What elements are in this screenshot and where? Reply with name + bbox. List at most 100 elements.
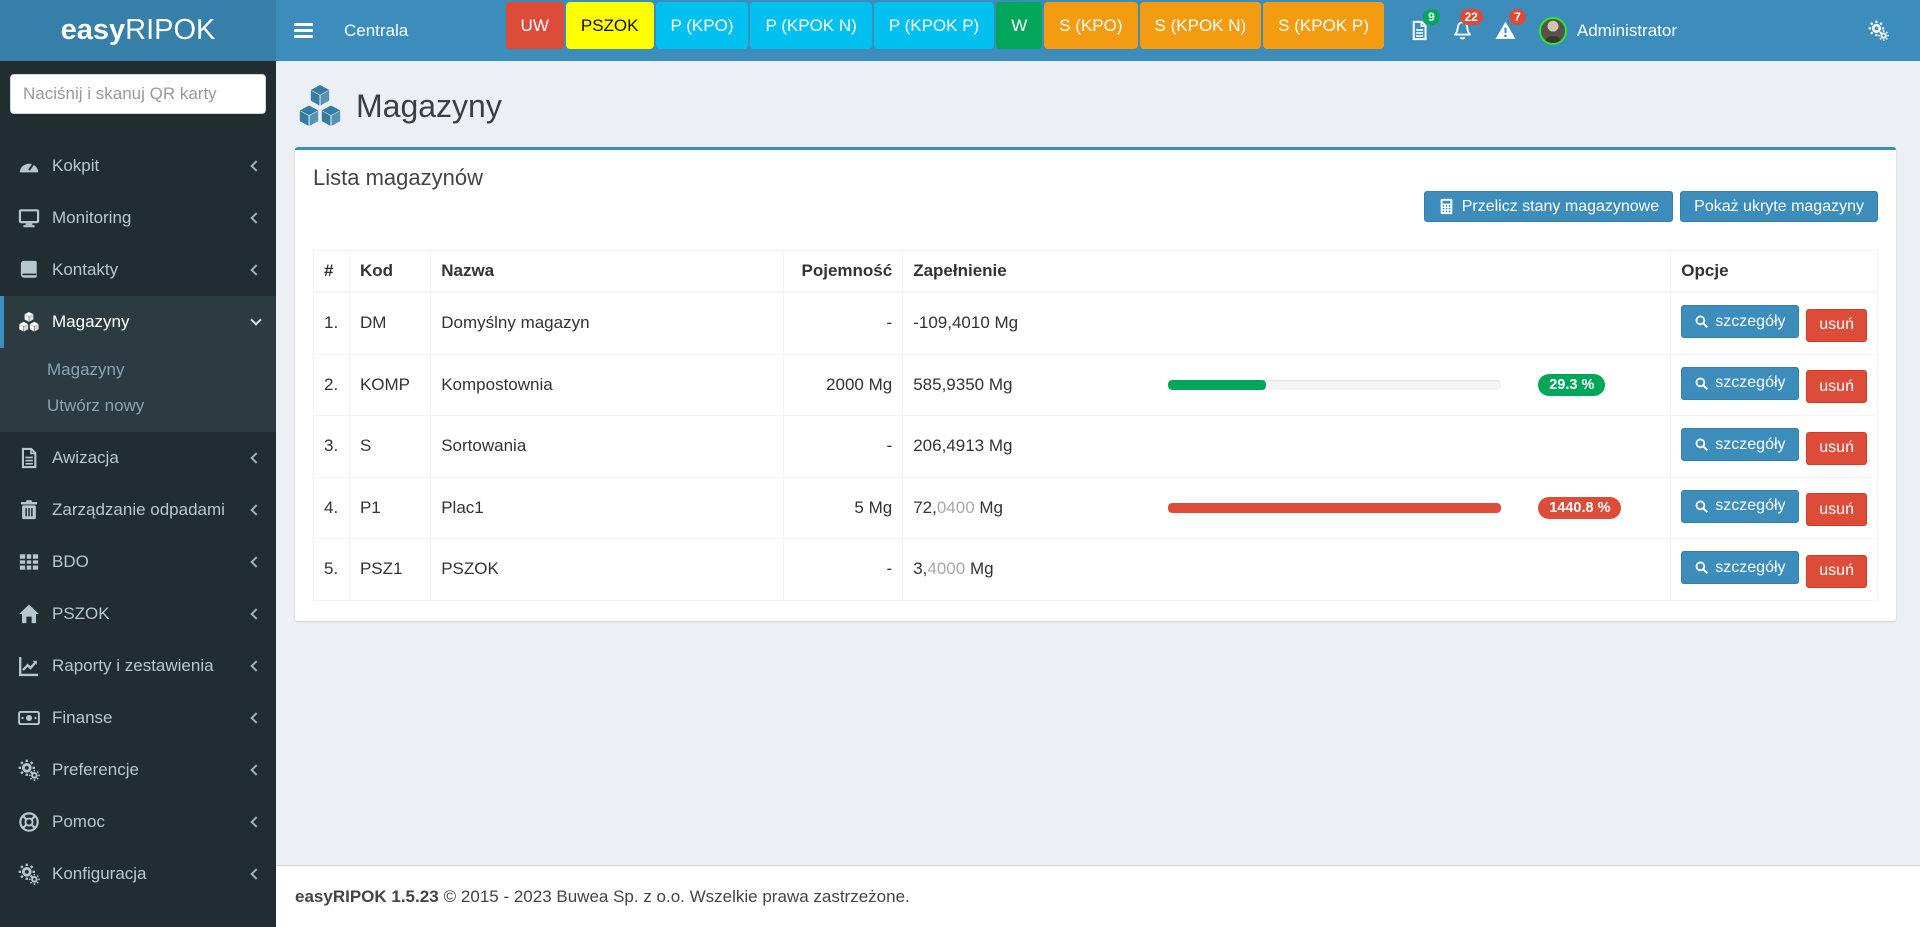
sidebar-item-kokpit[interactable]: Kokpit: [0, 140, 276, 192]
money-icon: [18, 707, 40, 729]
col-header-fill: Zapełnienie: [902, 250, 1672, 293]
warehouse-name: Plac1: [430, 476, 784, 539]
brand-logo[interactable]: easy RIPOK: [0, 0, 276, 61]
fill-value: 72,0400 Mg: [913, 497, 1004, 517]
tab-pszok[interactable]: PSZOK: [565, 2, 654, 49]
chevron-left-icon: [250, 160, 262, 172]
sidebar-item-raporty-i-zestawienia[interactable]: Raporty i zestawienia: [0, 640, 276, 692]
file-text-icon: [18, 447, 40, 469]
tab-uw[interactable]: UW: [505, 2, 564, 49]
sidebar-item-preferencje[interactable]: Preferencje: [0, 744, 276, 796]
warehouse-table: # Kod Nazwa Pojemność Zapełnienie Opcje …: [313, 250, 1878, 601]
tab-s-kpok-n[interactable]: S (KPOK N): [1139, 2, 1262, 49]
warehouse-name: PSZOK: [430, 538, 784, 601]
navbar-main: Centrala UW PSZOK P (KPO) P (KPOK N) P (KPOK…: [276, 0, 1920, 61]
details-button[interactable]: szczegóły: [1681, 305, 1799, 338]
delete-button[interactable]: usuń: [1806, 493, 1867, 526]
sidebar-item-magazyny[interactable]: Magazyny: [0, 296, 276, 348]
tab-s-kpo[interactable]: S (KPO): [1044, 2, 1138, 49]
sidebar-item-monitoring[interactable]: Monitoring: [0, 192, 276, 244]
chevron-left-icon: [250, 816, 262, 828]
sidebar-item-bdo[interactable]: BDO: [0, 536, 276, 588]
chevron-down-icon: [250, 314, 262, 326]
chevron-left-icon: [250, 660, 262, 672]
settings-button[interactable]: [1857, 0, 1900, 61]
warehouse-capacity: -: [782, 291, 904, 355]
tachometer-icon: [18, 155, 40, 177]
user-menu[interactable]: Administrator: [1527, 16, 1689, 45]
chevron-left-icon: [250, 556, 262, 568]
details-button[interactable]: szczegóły: [1681, 551, 1799, 584]
tab-s-kpok-p[interactable]: S (KPOK P): [1263, 2, 1384, 49]
warning-notifications-button[interactable]: 7: [1484, 0, 1527, 61]
table-row: 5. PSZ1 PSZOK - 3,4000 Mg szczegóły usuń: [313, 538, 1878, 601]
calculator-icon: [1438, 198, 1455, 215]
sidebar-item-pomoc[interactable]: Pomoc: [0, 796, 276, 848]
trash-icon: [18, 499, 40, 521]
user-avatar: [1538, 16, 1567, 45]
desktop-icon: [18, 207, 40, 229]
col-header-name: Nazwa: [430, 250, 784, 293]
sidebar-item-konfiguracja[interactable]: Konfiguracja: [0, 848, 276, 900]
gears-icon: [18, 759, 40, 781]
sidebar-item-zarządzanie-odpadami[interactable]: Zarządzanie odpadami: [0, 484, 276, 536]
tab-p-kpo[interactable]: P (KPO): [655, 2, 749, 49]
fill-cell: 206,4913 Mg: [913, 436, 1660, 456]
context-tabs: UW PSZOK P (KPO) P (KPOK N) P (KPOK P) W S (KP…: [505, 0, 1384, 61]
warehouse-name: Kompostownia: [430, 353, 784, 416]
file-text-notifications-button[interactable]: 9: [1398, 0, 1441, 61]
capacity-percent-badge: 1440.8 %: [1538, 496, 1622, 519]
search-icon: [1694, 499, 1709, 514]
warehouse-capacity: 5 Mg: [782, 476, 904, 539]
chevron-left-icon: [250, 212, 262, 224]
chevron-left-icon: [250, 504, 262, 516]
chevron-left-icon: [250, 712, 262, 724]
delete-button[interactable]: usuń: [1806, 554, 1867, 588]
delete-button[interactable]: usuń: [1806, 308, 1867, 342]
user-name: Administrator: [1576, 20, 1677, 40]
fill-cell: 72,0400 Mg 1440.8 %: [913, 496, 1660, 519]
sidebar-item-kontakty[interactable]: Kontakty: [0, 244, 276, 296]
col-header-code: Kod: [348, 250, 432, 293]
delete-button[interactable]: usuń: [1806, 431, 1867, 465]
card-title: Lista magazynów: [313, 165, 483, 190]
card-header: Lista magazynów Przelicz stany magazynow…: [313, 150, 1878, 224]
search-icon: [1694, 376, 1709, 391]
show-hidden-warehouses-button[interactable]: Pokaż ukryte magazyny: [1680, 191, 1878, 222]
tab-p-kpok-n[interactable]: P (KPOK N): [750, 2, 872, 49]
brand-regular: RIPOK: [125, 14, 216, 46]
row-number: 5.: [313, 538, 350, 601]
qr-scan-input[interactable]: [10, 74, 266, 114]
sidebar-subitem-magazyny[interactable]: Magazyny: [47, 360, 125, 379]
warehouse-code: PSZ1: [348, 538, 432, 601]
details-button[interactable]: szczegóły: [1681, 428, 1799, 461]
home-icon: [18, 603, 40, 625]
tab-w[interactable]: W: [996, 2, 1043, 49]
life-ring-icon: [18, 811, 40, 833]
warehouse-code: KOMP: [348, 353, 432, 416]
table-row: 3. S Sortowania - 206,4913 Mg szczegóły …: [313, 415, 1878, 478]
capacity-progress-bar: [1168, 502, 1502, 513]
capacity-percent-badge: 29.3 %: [1538, 373, 1606, 396]
details-button[interactable]: szczegóły: [1681, 366, 1799, 400]
sidebar-item-finanse[interactable]: Finanse: [0, 692, 276, 744]
sidebar: KokpitMonitoringKontaktyMagazynyMagazyny…: [0, 61, 276, 927]
sidebar-toggle-button[interactable]: [276, 0, 330, 61]
warehouse-code: DM: [348, 291, 432, 355]
recalculate-stocks-button[interactable]: Przelicz stany magazynowe: [1423, 191, 1674, 222]
row-number: 3.: [313, 415, 350, 478]
sidebar-item-awizacja[interactable]: Awizacja: [0, 432, 276, 484]
sidebar-item-pszok[interactable]: PSZOK: [0, 588, 276, 640]
tab-p-kpok-p[interactable]: P (KPOK P): [873, 2, 995, 49]
sidebar-subitem-utwórz-nowy[interactable]: Utwórz nowy: [47, 396, 145, 415]
footer: easyRIPOK 1.5.23 © 2015 - 2023 Buwea Sp.…: [276, 865, 1920, 927]
notification-count-badge: 22: [1459, 9, 1483, 25]
details-button[interactable]: szczegóły: [1681, 489, 1799, 523]
delete-button[interactable]: usuń: [1806, 370, 1867, 403]
cubes-icon: [297, 83, 343, 129]
row-number: 1.: [313, 291, 350, 355]
footer-copyright: © 2015 - 2023 Buwea Sp. z o.o. Wszelkie …: [443, 886, 910, 906]
capacity-progress-bar: [1168, 379, 1502, 390]
bell-notifications-button[interactable]: 22: [1441, 0, 1484, 61]
